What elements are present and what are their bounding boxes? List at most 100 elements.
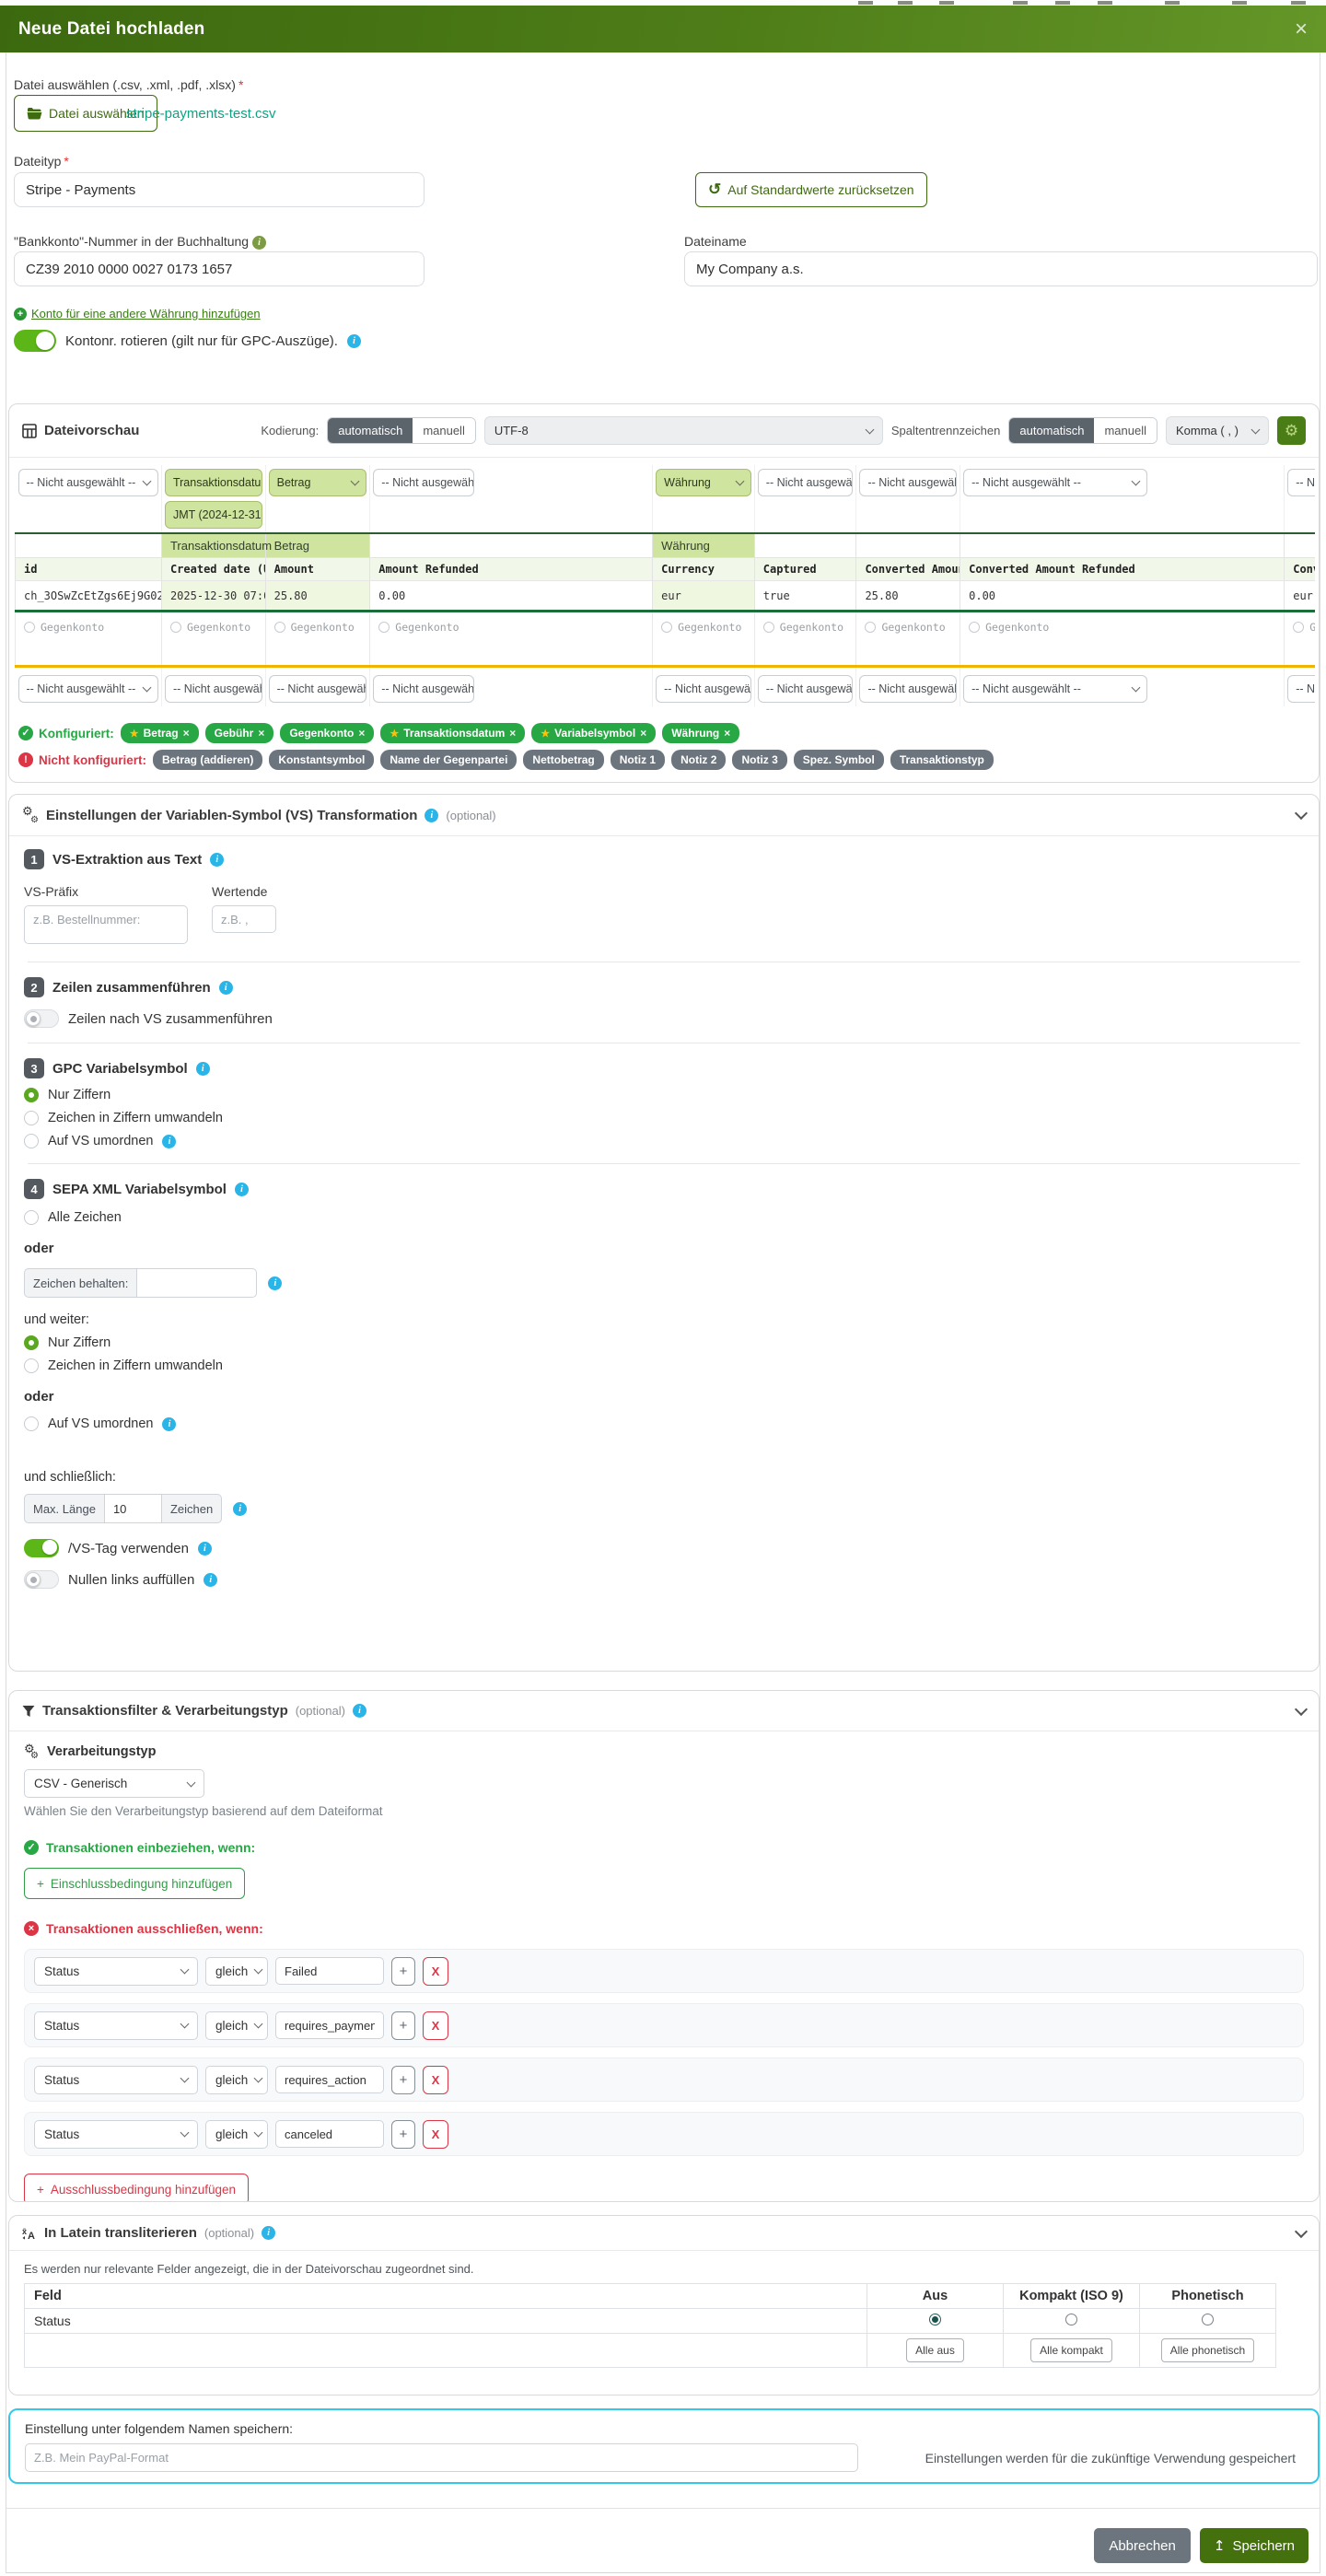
remove-tag-icon[interactable]: × [724,727,731,740]
remove-tag-icon[interactable]: × [182,727,190,740]
info-icon[interactable]: i [218,980,233,995]
column-mapping-select[interactable]: -- Nicht ausgewählt -- [373,469,475,496]
rule-operator-select[interactable]: gleich [205,2119,268,2149]
column-mapping-select[interactable]: -- Nicht ausgewählt -- [1287,675,1315,703]
column-mapping-select[interactable]: -- Nicht ausgewählt -- [268,675,367,703]
file-type-input[interactable] [14,172,425,207]
radio-phonetic[interactable] [1202,2314,1214,2325]
choose-file-button[interactable]: Datei auswählen [14,95,157,132]
info-icon[interactable]: i [234,1182,249,1196]
not-configured-tag[interactable]: Notiz 3 [732,750,787,770]
column-mapping-select[interactable]: Transaktionsdatum [164,469,262,496]
configured-tag[interactable]: ★ Transaktionsdatum × [380,723,526,743]
separator-auto-option[interactable]: automatisch [1009,418,1095,443]
pad-zeros-toggle[interactable] [24,1570,59,1589]
configured-tag[interactable]: ★ Variabelsymbol × [531,723,657,743]
keep-chars-input[interactable] [137,1268,258,1298]
column-mapping-select[interactable]: Betrag [268,469,367,496]
info-icon[interactable]: i [204,1572,218,1587]
sepa-option-reorder[interactable]: Auf VS umordnen i [24,1416,1304,1431]
rule-value-input[interactable] [275,2066,384,2093]
column-mapping-select[interactable]: -- Nicht ausgewählt -- [164,675,262,703]
separator-select[interactable]: Komma ( , ) [1166,416,1269,445]
column-mapping-select[interactable]: -- Nicht ausgewählt -- [656,675,751,703]
add-rule-button[interactable]: + [391,2119,415,2149]
collapse-chevron-icon[interactable] [1294,1702,1309,1716]
rule-value-input[interactable] [275,2011,384,2039]
column-mapping-select[interactable]: -- Nicht ausgewählt -- [373,675,475,703]
rule-field-select[interactable]: Status [34,2119,198,2149]
gegenkonto-option[interactable]: Gegenkonto [661,621,746,634]
column-mapping-select[interactable]: -- Nicht ausgewählt -- [17,675,158,703]
column-submapping-select[interactable]: JMT (2024-12-31) [164,501,262,529]
not-configured-tag[interactable]: Spez. Symbol [793,750,884,770]
gegenkonto-option[interactable]: Gegenkonto [169,621,257,634]
info-icon[interactable]: i [251,235,266,250]
all-off-button[interactable]: Alle aus [906,2338,964,2362]
info-icon[interactable]: i [425,808,439,822]
encoding-auto-option[interactable]: automatisch [328,418,413,443]
all-compact-button[interactable]: Alle kompakt [1030,2338,1112,2362]
rule-operator-select[interactable]: gleich [205,1956,268,1986]
save-settings-name-input[interactable] [25,2443,858,2472]
delete-rule-button[interactable]: X [423,2065,448,2094]
gegenkonto-option[interactable]: Gegenkonto [969,621,1275,634]
file-name-input[interactable] [684,251,1318,286]
column-mapping-select[interactable]: -- Nicht ausgewählt -- [859,469,958,496]
column-mapping-select[interactable]: Währung [656,469,751,496]
vs-tag-toggle[interactable] [24,1539,59,1557]
merge-rows-toggle[interactable] [24,1009,59,1028]
sepa-option-convert[interactable]: Zeichen in Ziffern umwandeln [24,1358,1304,1373]
add-rule-button[interactable]: + [391,2065,415,2094]
gegenkonto-option[interactable]: Gegenkonto [1293,621,1315,634]
bank-account-input[interactable] [14,251,425,286]
remove-tag-icon[interactable]: × [258,727,265,740]
max-length-input[interactable] [104,1494,162,1523]
vs-value-end-input[interactable] [212,905,276,933]
collapse-chevron-icon[interactable] [1294,806,1309,821]
radio-off-selected[interactable] [929,2314,941,2325]
rule-operator-select[interactable]: gleich [205,2011,268,2040]
column-mapping-select[interactable]: -- Nicht ausgewählt -- [859,675,958,703]
not-configured-tag[interactable]: Betrag (addieren) [153,750,263,770]
gegenkonto-option[interactable]: Gegenkonto [865,621,951,634]
sepa-option-digits[interactable]: Nur Ziffern [24,1335,1304,1350]
rule-operator-select[interactable]: gleich [205,2065,268,2094]
not-configured-tag[interactable]: Notiz 1 [610,750,666,770]
add-exclude-condition-button[interactable]: + Ausschlussbedingung hinzufügen [24,2174,250,2201]
cancel-button[interactable]: Abbrechen [1094,2528,1191,2563]
encoding-manual-option[interactable]: manuell [413,418,475,443]
add-include-condition-button[interactable]: + Einschlussbedingung hinzufügen [24,1868,246,1899]
column-mapping-select[interactable]: -- Nicht ausgewählt -- [17,469,158,496]
gegenkonto-option[interactable]: Gegenkonto [762,621,848,634]
delete-rule-button[interactable]: X [423,1956,448,1986]
info-icon[interactable]: i [197,1541,212,1556]
rule-value-input[interactable] [275,1957,384,1985]
not-configured-tag[interactable]: Konstantsymbol [269,750,375,770]
not-configured-tag[interactable]: Transaktionstyp [890,750,994,770]
info-icon[interactable]: i [195,1061,210,1076]
not-configured-tag[interactable]: Nettobetrag [523,750,604,770]
configured-tag[interactable]: Gebühr × [204,723,274,743]
configured-tag[interactable]: Gegenkonto × [280,723,375,743]
selected-file-link[interactable]: stripe-payments-test.csv [126,106,276,122]
rule-field-select[interactable]: Status [34,2065,198,2094]
collapse-chevron-icon[interactable] [1294,2224,1309,2238]
gegenkonto-option[interactable]: Gegenkonto [378,621,644,634]
column-mapping-select[interactable]: -- Nicht ausgewählt -- [757,469,854,496]
info-icon[interactable]: i [233,1501,248,1516]
info-icon[interactable]: i [210,852,225,867]
reset-defaults-button[interactable]: ↺ Auf Standardwerte zurücksetzen [695,172,927,207]
info-icon[interactable]: i [268,1276,283,1290]
rule-field-select[interactable]: Status [34,1956,198,1986]
gpc-option-digits[interactable]: Nur Ziffern [24,1088,1304,1102]
preview-settings-button[interactable]: ⚙ [1277,416,1306,445]
rotate-account-toggle[interactable] [14,330,56,352]
close-icon[interactable]: × [1294,16,1308,41]
remove-tag-icon[interactable]: × [509,727,517,740]
column-mapping-select[interactable]: -- Nicht ausgewählt -- [963,675,1148,703]
radio-compact[interactable] [1065,2314,1077,2325]
add-rule-button[interactable]: + [391,1956,415,1986]
gegenkonto-option[interactable]: Gegenkonto [273,621,362,634]
separator-manual-option[interactable]: manuell [1094,418,1157,443]
